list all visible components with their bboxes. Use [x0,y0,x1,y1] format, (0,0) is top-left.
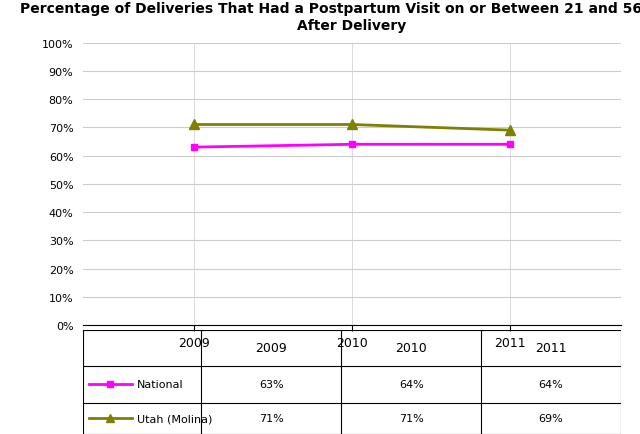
Text: 64%: 64% [538,380,563,389]
Text: Utah (Molina): Utah (Molina) [137,414,212,423]
Text: 69%: 69% [538,414,563,423]
Text: 2010: 2010 [396,342,427,355]
Text: 2011: 2011 [535,342,567,355]
Text: 71%: 71% [399,414,424,423]
Title: Percentage of Deliveries That Had a Postpartum Visit on or Between 21 and 56 Day: Percentage of Deliveries That Had a Post… [20,3,640,33]
Text: 2009: 2009 [255,342,287,355]
Text: 64%: 64% [399,380,424,389]
Text: 71%: 71% [259,414,284,423]
Text: 63%: 63% [259,380,284,389]
Text: National: National [137,380,184,389]
